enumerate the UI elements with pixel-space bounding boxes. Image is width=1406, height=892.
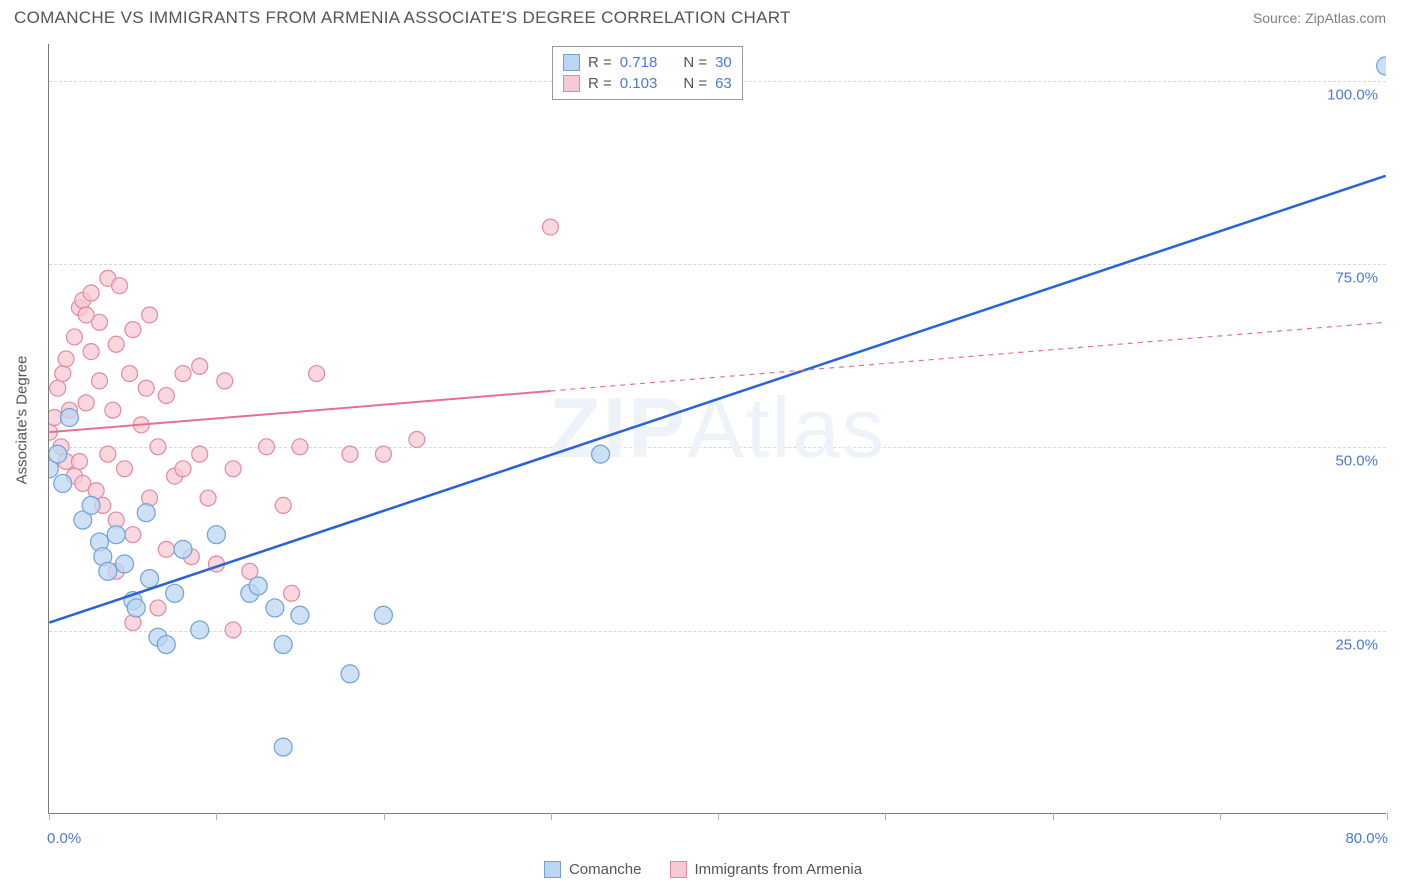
legend-label-1: Immigrants from Armenia <box>695 861 863 878</box>
n-value-1: 63 <box>715 75 732 92</box>
swatch-comanche <box>563 54 580 71</box>
legend-item-armenia: Immigrants from Armenia <box>670 861 863 878</box>
stats-legend: R = 0.718 N = 30 R = 0.103 N = 63 <box>552 46 743 100</box>
chart-title: COMANCHE VS IMMIGRANTS FROM ARMENIA ASSO… <box>14 8 791 28</box>
swatch-armenia <box>670 861 687 878</box>
swatch-comanche <box>544 861 561 878</box>
n-label: N = <box>683 54 707 71</box>
scatter-plot-svg <box>49 44 1386 813</box>
r-value-0: 0.718 <box>620 54 658 71</box>
x-tick-label-right: 80.0% <box>1345 830 1388 847</box>
series-legend: Comanche Immigrants from Armenia <box>0 861 1406 878</box>
r-label: R = <box>588 54 612 71</box>
r-label: R = <box>588 75 612 92</box>
x-tick-label-left: 0.0% <box>47 830 81 847</box>
y-axis-label: Associate's Degree <box>14 356 31 485</box>
legend-item-comanche: Comanche <box>544 861 642 878</box>
n-label: N = <box>683 75 707 92</box>
swatch-armenia <box>563 75 580 92</box>
legend-row-armenia: R = 0.103 N = 63 <box>563 73 732 94</box>
legend-label-0: Comanche <box>569 861 642 878</box>
source-label: Source: ZipAtlas.com <box>1253 10 1386 26</box>
r-value-1: 0.103 <box>620 75 658 92</box>
chart-plot-area: ZIPAtlas 25.0%50.0%75.0%100.0%0.0%80.0% <box>48 44 1386 814</box>
legend-row-comanche: R = 0.718 N = 30 <box>563 52 732 73</box>
n-value-0: 30 <box>715 54 732 71</box>
